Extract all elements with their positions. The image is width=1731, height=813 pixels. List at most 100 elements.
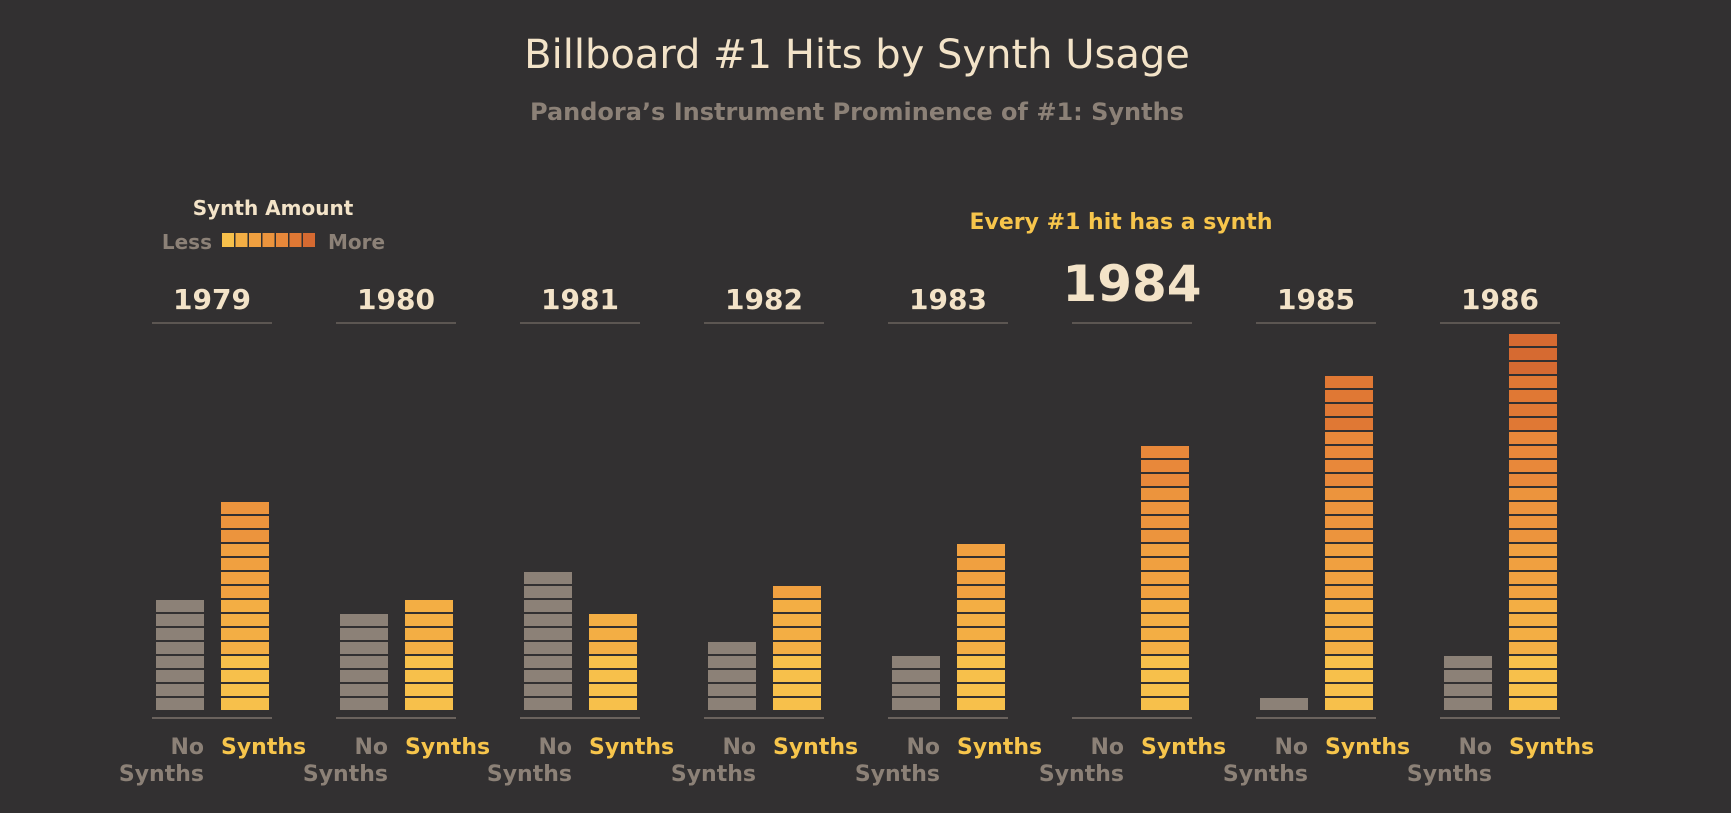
synth-block: [1509, 544, 1557, 556]
year-label: 1980: [357, 283, 435, 316]
synth-block: [1325, 418, 1373, 430]
synth-block: [1509, 460, 1557, 472]
synth-block: [589, 628, 637, 640]
no-synth-block: [340, 628, 388, 640]
synth-block: [1509, 488, 1557, 500]
synth-block: [221, 530, 269, 542]
synth-block: [1141, 628, 1189, 640]
synth-block: [405, 614, 453, 626]
legend-swatch: [222, 233, 234, 247]
synth-block: [1325, 698, 1373, 710]
synth-block: [1325, 572, 1373, 584]
no-synth-block: [892, 670, 940, 682]
synth-block: [773, 614, 821, 626]
no-synth-block: [340, 698, 388, 710]
synth-block: [957, 642, 1005, 654]
synth-block: [1509, 698, 1557, 710]
no-synth-block: [892, 656, 940, 668]
no-synth-block: [156, 614, 204, 626]
no-synth-block: [708, 656, 756, 668]
synth-block: [405, 670, 453, 682]
synth-block: [221, 670, 269, 682]
synth-block: [589, 656, 637, 668]
no-synth-block: [524, 642, 572, 654]
synth-block: [1141, 698, 1189, 710]
synths-label: Synths: [773, 735, 858, 760]
synth-block: [589, 670, 637, 682]
synth-block: [1141, 460, 1189, 472]
synth-block: [1141, 600, 1189, 612]
synth-block: [1509, 432, 1557, 444]
year-label: 1984: [1062, 255, 1201, 313]
no-synth-block: [1444, 684, 1492, 696]
no-synth-block: [156, 656, 204, 668]
synth-block: [1325, 600, 1373, 612]
year-label: 1979: [173, 283, 251, 316]
no-synth-block: [1260, 698, 1308, 710]
synth-block: [1325, 404, 1373, 416]
synth-block: [1509, 362, 1557, 374]
synth-block: [773, 628, 821, 640]
no-synth-block: [156, 670, 204, 682]
synth-block: [1325, 558, 1373, 570]
chart-title: Billboard #1 Hits by Synth Usage: [524, 32, 1190, 78]
synth-block: [1325, 544, 1373, 556]
synth-block: [221, 544, 269, 556]
synth-block: [773, 698, 821, 710]
synth-block: [1509, 348, 1557, 360]
synth-block: [957, 586, 1005, 598]
no-synth-block: [524, 670, 572, 682]
no-synth-block: [524, 600, 572, 612]
synth-block: [1509, 516, 1557, 528]
legend-color-scale: [222, 233, 315, 247]
synth-block: [1509, 502, 1557, 514]
synth-block: [1509, 572, 1557, 584]
synth-block: [405, 642, 453, 654]
no-synth-block: [524, 614, 572, 626]
synth-block: [1325, 642, 1373, 654]
synth-block: [1509, 530, 1557, 542]
synth-block: [589, 614, 637, 626]
legend-swatch: [289, 233, 302, 247]
synth-block: [589, 642, 637, 654]
synth-block: [1509, 474, 1557, 486]
synth-block: [1509, 684, 1557, 696]
synth-block: [773, 600, 821, 612]
synth-block: [957, 656, 1005, 668]
synth-block: [589, 698, 637, 710]
synth-block: [221, 614, 269, 626]
synth-block: [1141, 516, 1189, 528]
no-synth-block: [524, 656, 572, 668]
synth-block: [773, 656, 821, 668]
synth-block: [221, 600, 269, 612]
synth-block: [773, 642, 821, 654]
chart-subtitle: Pandora’s Instrument Prominence of #1: S…: [530, 98, 1184, 126]
no-synths-label-line1: No: [722, 735, 756, 760]
synth-block: [1325, 670, 1373, 682]
no-synths-label-line1: No: [170, 735, 204, 760]
synth-block: [405, 628, 453, 640]
synths-label: Synths: [1325, 735, 1410, 760]
synth-block: [405, 698, 453, 710]
synth-block: [1141, 530, 1189, 542]
no-synth-block: [708, 698, 756, 710]
year-label: 1981: [541, 283, 619, 316]
no-synth-block: [1444, 670, 1492, 682]
synth-block: [957, 614, 1005, 626]
synth-block: [1325, 376, 1373, 388]
synth-block: [1325, 614, 1373, 626]
no-synths-label-line2: Synths: [1407, 762, 1492, 787]
synth-block: [957, 558, 1005, 570]
synth-block: [1141, 642, 1189, 654]
synth-block: [1509, 390, 1557, 402]
no-synth-block: [156, 628, 204, 640]
synth-block: [773, 586, 821, 598]
synth-block: [1325, 516, 1373, 528]
synths-label: Synths: [1141, 735, 1226, 760]
synth-block: [1141, 544, 1189, 556]
